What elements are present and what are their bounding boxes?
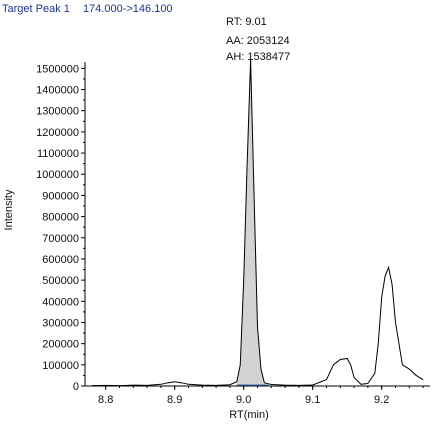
y-tick-label: 1100000 <box>37 148 79 160</box>
x-tick-label: 9.2 <box>374 394 389 406</box>
chart-header: Target Peak 1 174.000->146.100 <box>2 3 183 15</box>
y-tick-label: 800000 <box>42 212 79 224</box>
plot-area <box>91 59 424 387</box>
x-tick-label: 9.1 <box>305 394 320 406</box>
y-tick-label: 200000 <box>42 339 79 351</box>
y-tick-label: 700000 <box>42 233 79 245</box>
y-tick-label: 600000 <box>42 254 79 266</box>
x-tick-label: 8.8 <box>98 394 113 406</box>
y-tick-label: 1400000 <box>36 85 79 97</box>
shaded-peak-area <box>236 59 265 386</box>
x-tick-label: 8.9 <box>167 394 182 406</box>
y-axis-ticks: 0 100000 200000 300000 400000 500000 600000 700… <box>36 63 85 393</box>
y-tick-label: 100000 <box>42 360 79 372</box>
y-tick-label: 400000 <box>42 296 79 308</box>
y-tick-label: 1300000 <box>36 106 79 118</box>
y-tick-label: 1200000 <box>36 127 79 139</box>
y-tick-label: 900000 <box>42 190 79 202</box>
y-tick-label: 1500000 <box>36 63 79 75</box>
y-tick-label: 300000 <box>42 317 79 329</box>
peak-label: Target Peak 1 <box>2 3 70 15</box>
annotation-ah: AH: 1538477 <box>226 51 290 63</box>
y-tick-label: 500000 <box>42 275 79 287</box>
x-axis-label: RT(min) <box>229 409 269 421</box>
x-axis-ticks: 8.8 8.9 9.0 9.1 9.2 <box>98 386 424 406</box>
x-tick-label: 9.0 <box>236 394 251 406</box>
y-tick-label: 1000000 <box>36 169 79 181</box>
annotation-aa: AA: 2053124 <box>226 35 290 47</box>
y-tick-label: 0 <box>73 381 79 393</box>
chromatogram-trace <box>91 59 424 387</box>
transition-label: 174.000->146.100 <box>82 3 173 15</box>
annotation-rt: RT: 9.01 <box>226 16 267 28</box>
y-axis-label: Intensity <box>3 189 15 230</box>
